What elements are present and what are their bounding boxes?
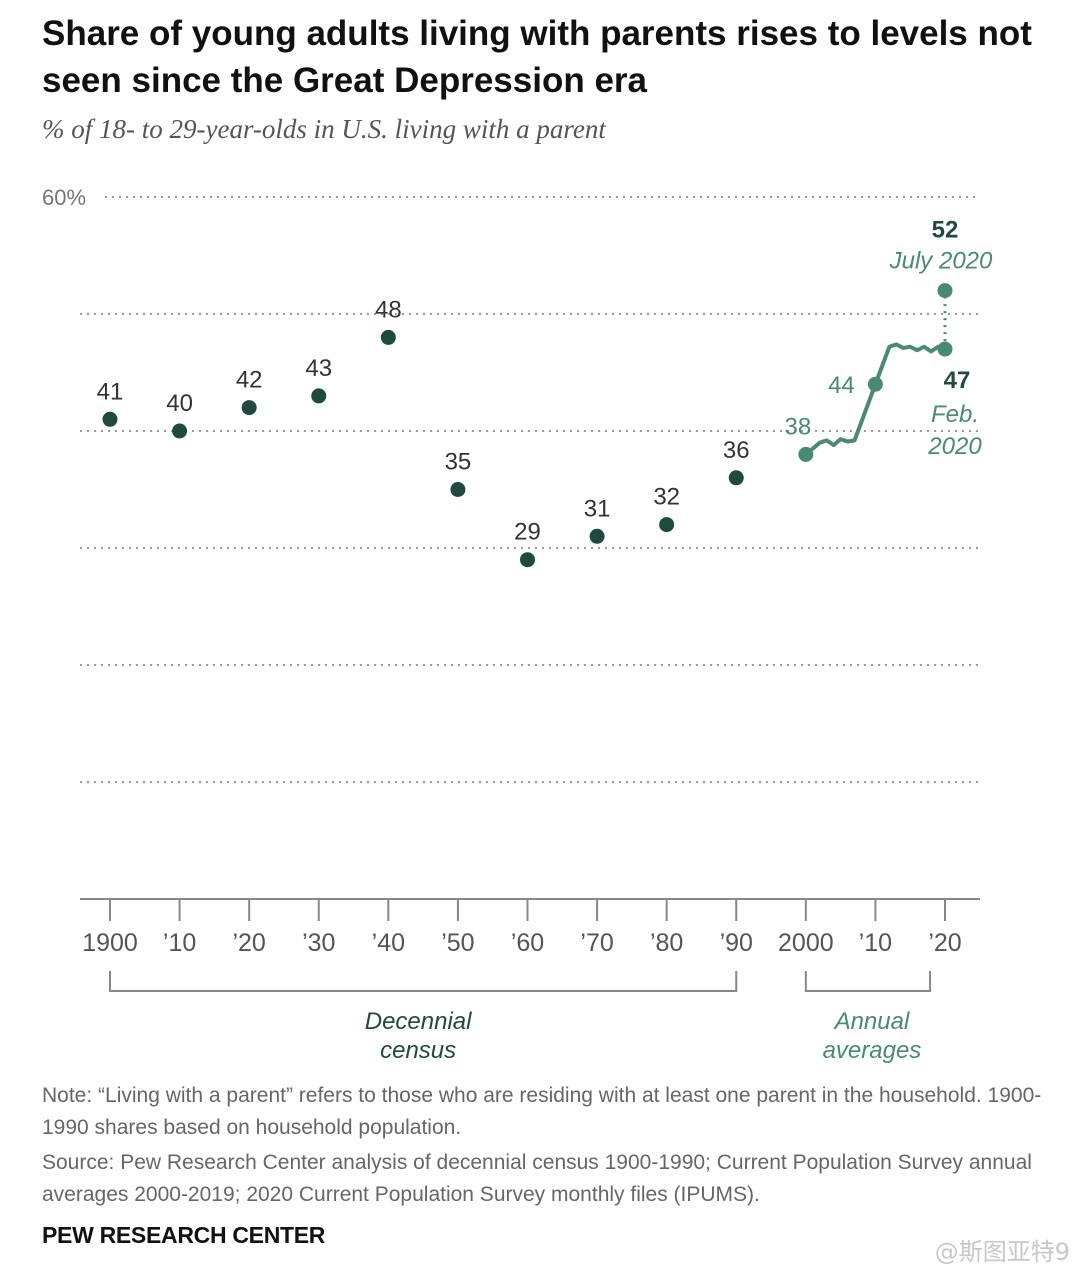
x-tick-label: ’10 xyxy=(163,929,196,957)
y-tick-label: 60% xyxy=(42,185,86,210)
chart-source: Source: Pew Research Center analysis of … xyxy=(42,1151,1032,1206)
x-tick-label: 1900 xyxy=(82,929,138,957)
data-label-highlight: 47 xyxy=(944,367,971,394)
data-label-census: 40 xyxy=(166,390,193,417)
chart-subtitle: % of 18- to 29-year-olds in U.S. living … xyxy=(42,114,606,144)
data-label-census: 48 xyxy=(375,296,402,323)
x-tick-label: ’20 xyxy=(232,929,265,957)
x-tick-label: ’70 xyxy=(580,929,613,957)
x-tick-label: ’10 xyxy=(859,929,892,957)
data-point-highlight xyxy=(867,376,883,392)
data-sublabel-highlight: July 2020 xyxy=(889,248,993,275)
data-point-census xyxy=(241,400,257,416)
data-label-census: 35 xyxy=(445,449,472,476)
data-point-census xyxy=(659,517,675,533)
brand-logo-text: PEW RESEARCH CENTER xyxy=(42,1222,326,1248)
data-label-census: 36 xyxy=(723,437,750,464)
watermark: @斯图亚特9 xyxy=(934,1238,1070,1266)
data-label-census: 41 xyxy=(97,378,124,405)
x-tick-label: ’80 xyxy=(650,929,683,957)
x-tick-label: ’90 xyxy=(720,929,753,957)
data-point-census xyxy=(728,470,744,486)
data-sublabel-highlight: 2020 xyxy=(927,433,982,460)
group-bracket xyxy=(109,971,738,992)
group-label: census xyxy=(380,1037,456,1064)
group-label: Decennial xyxy=(365,1008,472,1035)
data-point-census xyxy=(172,423,188,439)
data-label-highlight: 52 xyxy=(932,217,959,244)
data-point-census xyxy=(520,552,535,568)
x-tick-label: ’50 xyxy=(441,929,474,957)
data-point-census xyxy=(450,482,466,497)
group-label: Annual xyxy=(833,1008,910,1035)
data-label-census: 32 xyxy=(653,484,680,511)
data-label-census: 43 xyxy=(305,355,332,382)
chart-plot: 60% 1900 ’10 ’20 ’30 ’40 ’50 ’60 ’70 ’80 ’90 2000 ’1… xyxy=(42,185,993,1064)
data-label-census: 42 xyxy=(236,367,263,394)
x-tick-label: ’30 xyxy=(302,929,335,957)
data-label-census: 31 xyxy=(584,495,611,522)
data-point-highlight xyxy=(798,446,814,462)
data-point-census xyxy=(380,329,396,345)
x-tick-label: ’60 xyxy=(511,929,544,957)
data-label-highlight: 44 xyxy=(828,372,855,399)
data-sublabel-highlight: Feb. xyxy=(931,401,979,428)
group-label: averages xyxy=(823,1037,922,1064)
data-point-census xyxy=(102,411,118,427)
group-bracket xyxy=(804,971,932,992)
data-point-highlight xyxy=(937,341,953,357)
x-tick-label: ’20 xyxy=(928,929,961,957)
data-label-highlight: 38 xyxy=(784,413,811,440)
x-tick-label: ’40 xyxy=(372,929,405,957)
data-point-census xyxy=(311,388,327,404)
data-point-census xyxy=(589,528,605,544)
data-label-census: 29 xyxy=(514,519,541,546)
data-point-highlight xyxy=(937,283,953,299)
series-line-annual-averages xyxy=(804,342,946,456)
x-tick-label: 2000 xyxy=(778,929,834,957)
chart-title: Share of young adults living with parent… xyxy=(42,14,1032,100)
chart-note: Note: “Living with a parent” refers to t… xyxy=(42,1084,1042,1139)
